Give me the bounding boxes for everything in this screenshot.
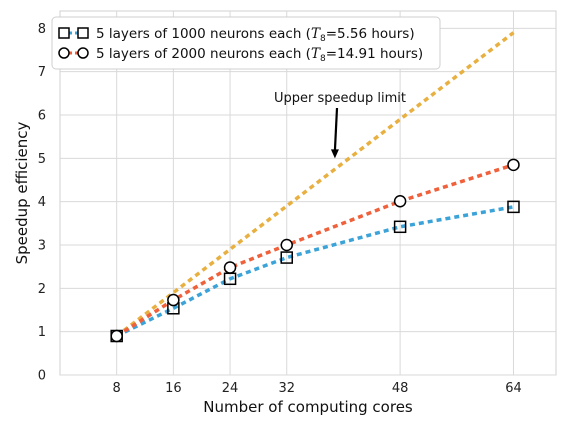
annotation-text: Upper speedup limit: [274, 91, 406, 106]
y-tick-label: 2: [38, 282, 46, 297]
series-line: [115, 163, 515, 338]
y-tick-label: 0: [38, 369, 46, 384]
y-tick-label: 8: [38, 22, 46, 37]
y-tick-label: 7: [38, 65, 46, 80]
x-tick-label: 24: [222, 381, 239, 396]
square-marker: [280, 251, 293, 264]
y-tick-label: 4: [38, 195, 46, 210]
annotation-arrow-head: [330, 149, 339, 159]
x-tick-label: 16: [165, 381, 182, 396]
grid: [60, 11, 556, 376]
legend-square-marker: [77, 27, 89, 39]
y-tick-label: 6: [38, 109, 46, 124]
y-tick-label: 5: [38, 152, 46, 167]
x-tick-label: 48: [392, 381, 409, 396]
square-marker: [393, 220, 407, 234]
x-tick-label: 32: [278, 381, 295, 396]
legend-box: [51, 16, 441, 70]
annotation-arrow-shaft: [333, 107, 339, 151]
circle-marker: [167, 293, 180, 307]
series-lines: [115, 163, 515, 338]
series-line: [115, 205, 514, 338]
legend: 5 layers of 1000 neurons each (T8=5.56 h…: [51, 16, 441, 70]
circle-marker: [223, 261, 237, 274]
legend-square-marker: [58, 27, 70, 39]
legend-label: 5 layers of 1000 neurons each (T8=5.56 h…: [96, 26, 415, 44]
reference-line: [115, 31, 515, 338]
x-axis-label: Number of computing cores: [203, 398, 413, 416]
y-tick-label: 1: [38, 325, 46, 340]
y-axis-label: Speedup efficiency: [13, 121, 31, 264]
y-tick-label: 3: [38, 239, 46, 254]
legend-circle-marker: [58, 47, 70, 59]
series-markers: [110, 158, 520, 343]
circle-marker: [110, 329, 123, 343]
circle-marker: [393, 194, 407, 208]
legend-label: 5 layers of 2000 neurons each (T8=14.91 …: [96, 46, 423, 64]
circle-marker: [507, 158, 520, 172]
x-tick-label: 8: [113, 381, 121, 396]
upper-speedup-limit-line: [115, 31, 515, 338]
x-tick-label: 64: [505, 381, 522, 396]
legend-circle-marker: [77, 47, 89, 59]
y-tick-labels: 0 1 2 3 4 5 6 7 8: [38, 22, 46, 384]
square-marker: [507, 200, 520, 214]
annotation: Upper speedup limit: [274, 91, 406, 159]
x-tick-labels: 8 16 24 32 48 64: [113, 381, 522, 396]
circle-marker: [280, 238, 293, 252]
